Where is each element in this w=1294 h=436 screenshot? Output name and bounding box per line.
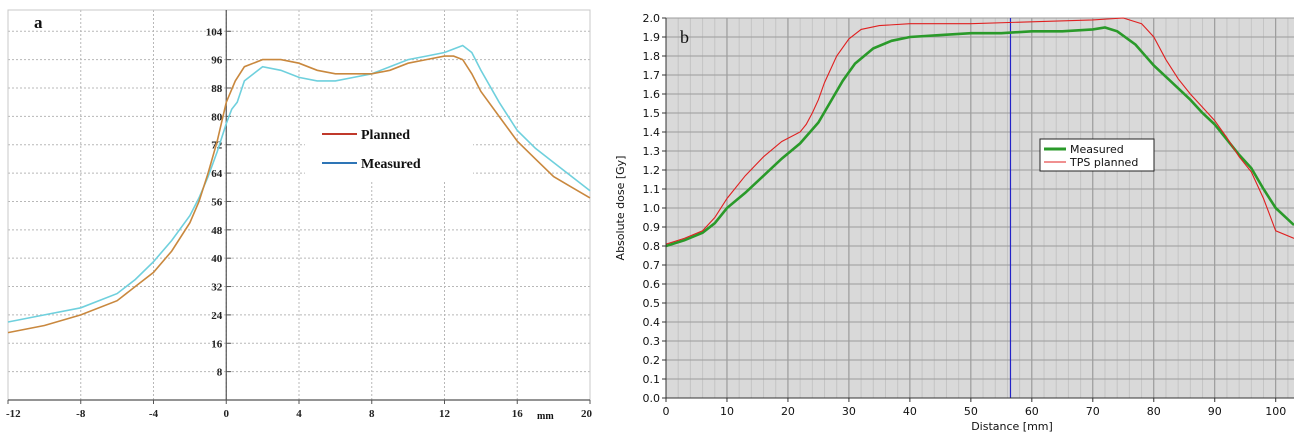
chart-a-legend-planned: Planned: [361, 128, 410, 143]
chart-a-axes: [7, 10, 591, 404]
chart-b-x-tick-label: 100: [1265, 405, 1286, 418]
chart-b-y-tick-label: 0.7: [643, 259, 661, 272]
chart-a-x-tick-label: -4: [149, 408, 159, 420]
chart-b-y-tick-label: 0.9: [643, 221, 661, 234]
chart-a-x-tick-label: 12: [439, 408, 451, 420]
chart-b-y-tick-label: 1.6: [643, 88, 661, 101]
chart-a-legend-measured: Measured: [361, 157, 421, 172]
chart-b-x-tick-label: 70: [1086, 405, 1100, 418]
chart-a-y-tick-label: 56: [211, 196, 223, 208]
chart-b: 0.0 0.1 0.2 0.3 0.4 0.5 0.6 0.7 0.8 0.9 1.0 1.1 1.2 1…: [600, 0, 1294, 436]
chart-b-x-tick-label: 90: [1208, 405, 1222, 418]
chart-a-y-tick-label: 64: [211, 168, 223, 180]
chart-b-y-tick-label: 1.0: [643, 202, 661, 215]
chart-b-y-tick-label: 0.8: [643, 240, 661, 253]
chart-b-y-tick-label: 0.2: [643, 354, 661, 367]
chart-b-y-tick-label: 1.9: [643, 31, 661, 44]
chart-b-y-axis-label: Absolute dose [Gy]: [614, 156, 627, 261]
chart-a-legend: Planned Measured: [305, 118, 473, 182]
chart-b-legend-measured: Measured: [1070, 143, 1124, 156]
chart-b-y-tick-label: 1.8: [643, 50, 661, 63]
chart-a-x-axis-label: mm: [537, 411, 554, 422]
chart-a-x-tick-label: 4: [296, 408, 302, 420]
chart-a-y-tick-label: 88: [211, 83, 223, 95]
chart-b-legend: Measured TPS planned: [1039, 138, 1155, 172]
chart-a-series-planned-line: [7, 55, 591, 334]
chart-b-x-tick-labels: 0 10 20 30 40 50 60 70 80 90 100: [663, 398, 1286, 418]
chart-b-legend-box: [1039, 138, 1155, 172]
chart-a-x-tick-label: -12: [6, 408, 21, 420]
chart-b-y-tick-label: 1.2: [643, 164, 661, 177]
chart-b-x-tick-label: 30: [842, 405, 856, 418]
chart-b-y-tick-label: 1.5: [643, 107, 661, 120]
chart-b-x-tick-label: 50: [964, 405, 978, 418]
chart-b-y-tick-label: 1.4: [643, 126, 661, 139]
chart-a-x-tick-label: 8: [369, 408, 375, 420]
chart-a-series-measured-line: [7, 44, 591, 323]
chart-a-series-lines: [7, 44, 591, 334]
chart-a-y-tick-label: 96: [211, 55, 223, 67]
chart-a-x-tick-label: 16: [512, 408, 524, 420]
chart-a-x-tick-label: 0: [224, 408, 230, 420]
chart-b-legend-tps-planned: TPS planned: [1069, 156, 1138, 169]
chart-b-panel-label: b: [680, 27, 689, 47]
chart-b-y-tick-label: 0.3: [643, 335, 661, 348]
chart-b-series-tps-planned-line: [665, 17, 1294, 245]
chart-b-y-tick-label: 1.7: [643, 69, 661, 82]
chart-b-y-tick-label: 0.1: [643, 373, 661, 386]
chart-a-y-tick-label: 16: [211, 338, 223, 350]
chart-b-x-tick-label: 40: [903, 405, 917, 418]
chart-a-y-tick-label: 40: [211, 253, 223, 265]
chart-a-y-tick-label: 32: [211, 282, 223, 294]
chart-b-y-tick-label: 1.3: [643, 145, 661, 158]
chart-a-y-tick-label: 72: [211, 140, 223, 152]
chart-b-x-tick-label: 60: [1025, 405, 1039, 418]
chart-a-y-tick-label: 8: [217, 367, 223, 379]
chart-a-x-tick-label: -8: [76, 408, 86, 420]
chart-a-legend-box: [305, 118, 473, 182]
chart-b-x-tick-label: 10: [720, 405, 734, 418]
chart-b-y-tick-label: 0.6: [643, 278, 661, 291]
chart-a-panel-label: a: [34, 13, 43, 32]
chart-a-y-tick-label: 24: [211, 310, 223, 322]
chart-b-y-tick-label: 1.1: [643, 183, 661, 196]
chart-b-x-tick-label: 0: [663, 405, 670, 418]
chart-b-series-lines: [665, 17, 1294, 398]
chart-b-y-tick-label: 2.0: [643, 12, 661, 25]
chart-a-x-tick-labels: -12 -8 -4 0 4 8 12 16 20: [6, 408, 593, 420]
chart-b-series-measured-line: [665, 26, 1294, 248]
chart-b-x-tick-label: 20: [781, 405, 795, 418]
chart-a-y-tick-label: 48: [211, 225, 223, 237]
chart-b-y-tick-label: 0.4: [643, 316, 661, 329]
chart-a-y-tick-label: 104: [206, 26, 223, 38]
chart-b-y-tick-labels: 0.0 0.1 0.2 0.3 0.4 0.5 0.6 0.7 0.8 0.9 1.0 1.1 1.2 1…: [643, 12, 666, 405]
chart-a-grid: [7, 9, 591, 401]
chart-b-x-axis-label: Distance [mm]: [971, 420, 1053, 433]
chart-b-y-tick-label: 0.5: [643, 297, 661, 310]
chart-a-x-tick-label: 20: [581, 408, 593, 420]
chart-a-y-tick-labels: 8 16 24 32 40 48 56 64 72 80 88 96 104: [206, 26, 223, 378]
chart-b-y-tick-label: 0.0: [643, 392, 661, 405]
chart-b-grid: [666, 17, 1294, 398]
chart-a-y-tick-label: 80: [211, 111, 223, 123]
chart-b-x-tick-label: 80: [1147, 405, 1161, 418]
